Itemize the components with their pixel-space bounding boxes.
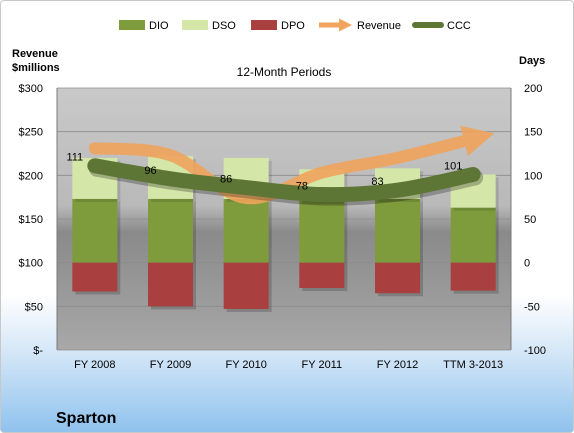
ccc-data-label: 86 xyxy=(220,174,232,186)
x-tick-label: FY 2008 xyxy=(74,359,115,371)
left-tick-label: $100 xyxy=(19,258,43,270)
right-axis-title: Days xyxy=(519,55,545,67)
dpo-bar xyxy=(148,262,193,307)
legend-swatch-dpo xyxy=(251,20,277,30)
ccc-data-label: 96 xyxy=(144,165,156,177)
x-tick-label: TTM 3-2013 xyxy=(443,359,503,371)
right-tick-label: 100 xyxy=(524,170,542,182)
left-axis-title-line2: $millions xyxy=(12,62,60,74)
dpo-bar xyxy=(299,262,345,288)
x-tick-label: FY 2010 xyxy=(225,359,266,371)
dpo-bar xyxy=(223,262,269,309)
legend-label-dpo: DPO xyxy=(281,20,305,32)
legend-swatch-dso xyxy=(182,20,208,30)
ccc-data-label: 78 xyxy=(296,181,308,193)
ccc-data-label: 83 xyxy=(371,176,383,188)
dpo-bar xyxy=(450,262,496,291)
ccc-data-label: 101 xyxy=(444,160,462,172)
dio-bar xyxy=(299,200,345,263)
dio-bar xyxy=(72,198,118,263)
chart-title: 12-Month Periods xyxy=(237,65,332,79)
left-axis-title-line1: Revenue xyxy=(12,48,58,60)
right-tick-label: 50 xyxy=(524,214,536,226)
dio-bar xyxy=(223,198,269,263)
legend-label-dio: DIO xyxy=(149,20,169,32)
right-tick-label: 200 xyxy=(524,83,542,95)
dio-bar xyxy=(375,198,420,263)
left-tick-label: $150 xyxy=(19,214,43,226)
dio-bar xyxy=(450,207,496,263)
legend-label-ccc: CCC xyxy=(447,20,471,32)
right-tick-label: 150 xyxy=(524,127,542,139)
legend-swatch-dio xyxy=(119,20,145,30)
dpo-bar xyxy=(72,262,118,292)
x-tick-label: FY 2011 xyxy=(302,359,343,371)
ccc-line xyxy=(87,158,481,203)
left-tick-label: $250 xyxy=(19,127,43,139)
left-tick-label: $- xyxy=(33,345,43,357)
right-tick-label: -50 xyxy=(524,301,540,313)
left-tick-label: $200 xyxy=(19,170,43,182)
x-tick-label: FY 2012 xyxy=(377,359,418,371)
left-tick-label: $50 xyxy=(25,301,43,313)
right-tick-label: 0 xyxy=(524,258,530,270)
x-tick-label: FY 2009 xyxy=(150,359,191,371)
dio-bar xyxy=(148,198,193,263)
left-tick-label: $300 xyxy=(19,83,43,95)
legend-label-revenue: Revenue xyxy=(357,20,401,32)
dpo-bar xyxy=(375,262,420,294)
company-name: Sparton xyxy=(56,410,116,427)
legend-label-dso: DSO xyxy=(212,20,236,32)
ccc-data-label: 111 xyxy=(66,152,83,164)
right-tick-label: -100 xyxy=(524,345,546,357)
